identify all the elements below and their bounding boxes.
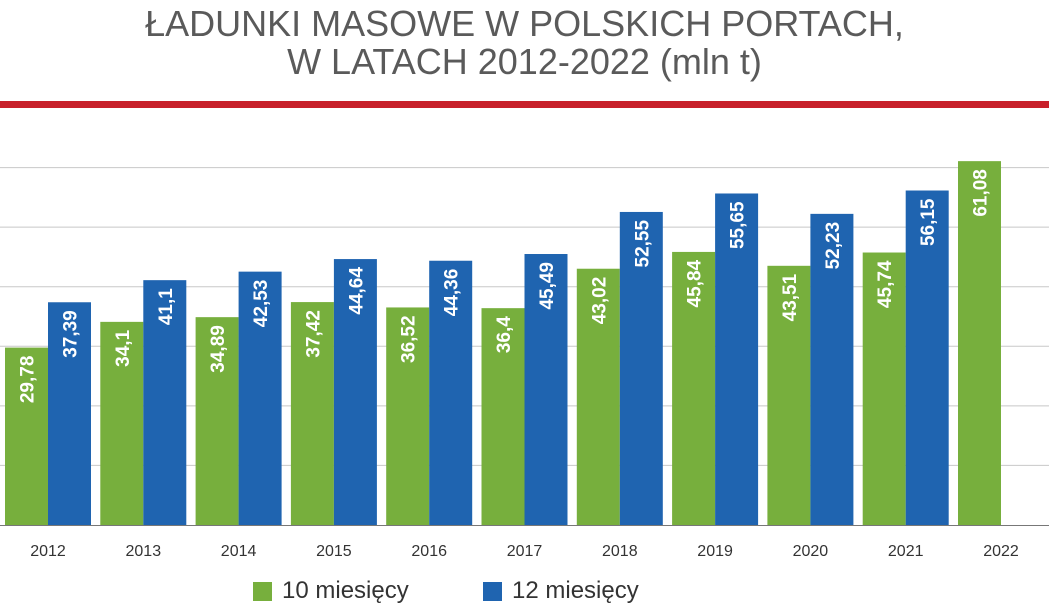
x-tick-label-2019: 2019 [697, 543, 733, 560]
x-tick-label-2022: 2022 [983, 543, 1019, 560]
data-label-10m-2021: 45,74 [875, 260, 896, 308]
data-label-10m-2017: 36,4 [494, 316, 515, 353]
bar-12m-2019 [715, 193, 759, 526]
bar-10m-2019 [672, 251, 716, 526]
legend-label-12-miesiecy: 12 miesięcy [512, 577, 639, 604]
bar-12m-2015 [333, 259, 377, 525]
x-tick-label-2013: 2013 [126, 543, 162, 560]
bar-10m-2021 [862, 252, 906, 526]
data-label-10m-2016: 36,52 [399, 315, 420, 363]
bar-labels-layer: 29,78 37,39 34,1 41,1 34,89 42,53 37,42 44,64 36… [18, 169, 992, 403]
bar-10m-2013 [100, 321, 144, 525]
data-label-12m-2012: 37,39 [61, 310, 82, 358]
x-tick-label-2018: 2018 [602, 543, 638, 560]
accent-rule [0, 101, 1049, 108]
data-label-10m-2019: 45,84 [685, 259, 706, 307]
data-label-12m-2014: 42,53 [251, 280, 272, 328]
data-label-12m-2020: 52,23 [823, 222, 844, 270]
data-label-10m-2018: 43,02 [589, 277, 610, 325]
legend-swatch-green [253, 581, 272, 601]
data-label-12m-2017: 45,49 [537, 262, 558, 310]
bar-10m-2018 [576, 268, 620, 525]
data-label-10m-2012: 29,78 [18, 356, 39, 404]
bar-10m-2016 [386, 307, 430, 525]
data-label-10m-2022: 61,08 [971, 169, 992, 217]
x-tick-label-2015: 2015 [316, 543, 352, 560]
bar-12m-2014 [238, 271, 282, 525]
data-label-12m-2013: 41,1 [156, 288, 177, 325]
data-label-10m-2014: 34,89 [208, 325, 229, 373]
data-label-12m-2021: 56,15 [918, 198, 939, 246]
bar-12m-2017 [524, 254, 568, 525]
bar-10m-2017 [481, 308, 525, 525]
bar-12m-2013 [143, 280, 187, 525]
x-tick-label-2014: 2014 [221, 543, 257, 560]
bar-chart: 29,78 37,39 34,1 41,1 34,89 42,53 37,42 44,64 36… [0, 161, 1049, 560]
data-label-12m-2019: 55,65 [728, 201, 749, 249]
x-tick-label-2012: 2012 [30, 543, 66, 560]
bar-12m-2016 [429, 260, 473, 525]
legend-item-12-miesiecy: 12 miesięcy [483, 576, 639, 606]
data-label-10m-2013: 34,1 [113, 329, 134, 366]
bars-layer [5, 161, 1001, 526]
bar-10m-2015 [290, 302, 334, 525]
chart-title-line1: ŁADUNKI MASOWE W POLSKICH PORTACH, [145, 3, 904, 44]
bar-10m-2014 [195, 317, 239, 525]
data-label-12m-2015: 44,64 [346, 267, 367, 315]
bar-12m-2021 [905, 190, 949, 526]
bar-10m-2020 [767, 265, 811, 525]
bar-10m-2022 [958, 161, 1001, 526]
bar-12m-2012 [48, 302, 91, 525]
data-label-12m-2018: 52,55 [632, 220, 653, 268]
legend-swatch-blue [483, 581, 502, 601]
data-label-12m-2016: 44,36 [442, 269, 463, 317]
x-tick-label-2016: 2016 [411, 543, 447, 560]
chart-title-line2: W LATACH 2012-2022 (mln t) [287, 41, 762, 82]
bar-12m-2018 [619, 211, 663, 525]
x-tick-label-2020: 2020 [793, 543, 829, 560]
bar-10m-2012 [5, 347, 48, 525]
bar-12m-2020 [810, 213, 854, 525]
legend-item-10-miesiecy: 10 miesięcy [253, 576, 409, 606]
data-label-10m-2020: 43,51 [780, 273, 801, 321]
x-tick-label-2021: 2021 [888, 543, 924, 560]
x-tick-label-2017: 2017 [507, 543, 543, 560]
data-label-10m-2015: 37,42 [303, 310, 324, 358]
legend-label-10-miesiecy: 10 miesięcy [282, 577, 409, 604]
x-tick-labels: 2012 2013 2014 2015 2016 2017 2018 2019 2020 2021… [30, 543, 1019, 560]
